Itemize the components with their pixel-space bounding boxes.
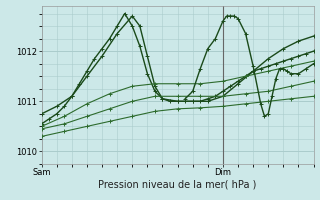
X-axis label: Pression niveau de la mer( hPa ): Pression niveau de la mer( hPa ) [99, 180, 257, 190]
